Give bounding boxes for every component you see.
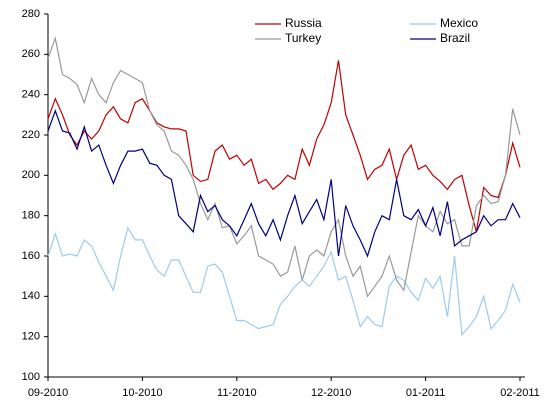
y-tick-label: 160 (22, 250, 40, 262)
legend-label: Turkey (285, 31, 321, 45)
x-tick-label: 10-2010 (122, 387, 162, 399)
series-line (47, 35, 521, 298)
legend-label: Brazil (440, 31, 470, 45)
y-tick-label: 260 (22, 48, 40, 60)
y-tick-label: 120 (22, 331, 40, 343)
legend-label: Mexico (440, 16, 478, 30)
x-tick-label: 09-2010 (28, 387, 68, 399)
y-tick-label: 280 (22, 8, 40, 20)
y-tick-label: 180 (22, 210, 40, 222)
x-tick-label: 12-2010 (311, 387, 351, 399)
x-tick-label: 02-2011 (500, 387, 540, 399)
x-tick-label: 01-2011 (406, 387, 446, 399)
y-tick-label: 200 (22, 169, 40, 181)
series-line (47, 60, 521, 232)
legend-label: Russia (285, 16, 322, 30)
y-tick-label: 140 (22, 290, 40, 302)
y-tick-label: 240 (22, 89, 40, 101)
x-tick-label: 11-2010 (217, 387, 257, 399)
y-tick-label: 100 (22, 371, 40, 383)
series-line (47, 226, 521, 337)
y-tick-label: 220 (22, 129, 40, 141)
series-line (47, 109, 521, 258)
